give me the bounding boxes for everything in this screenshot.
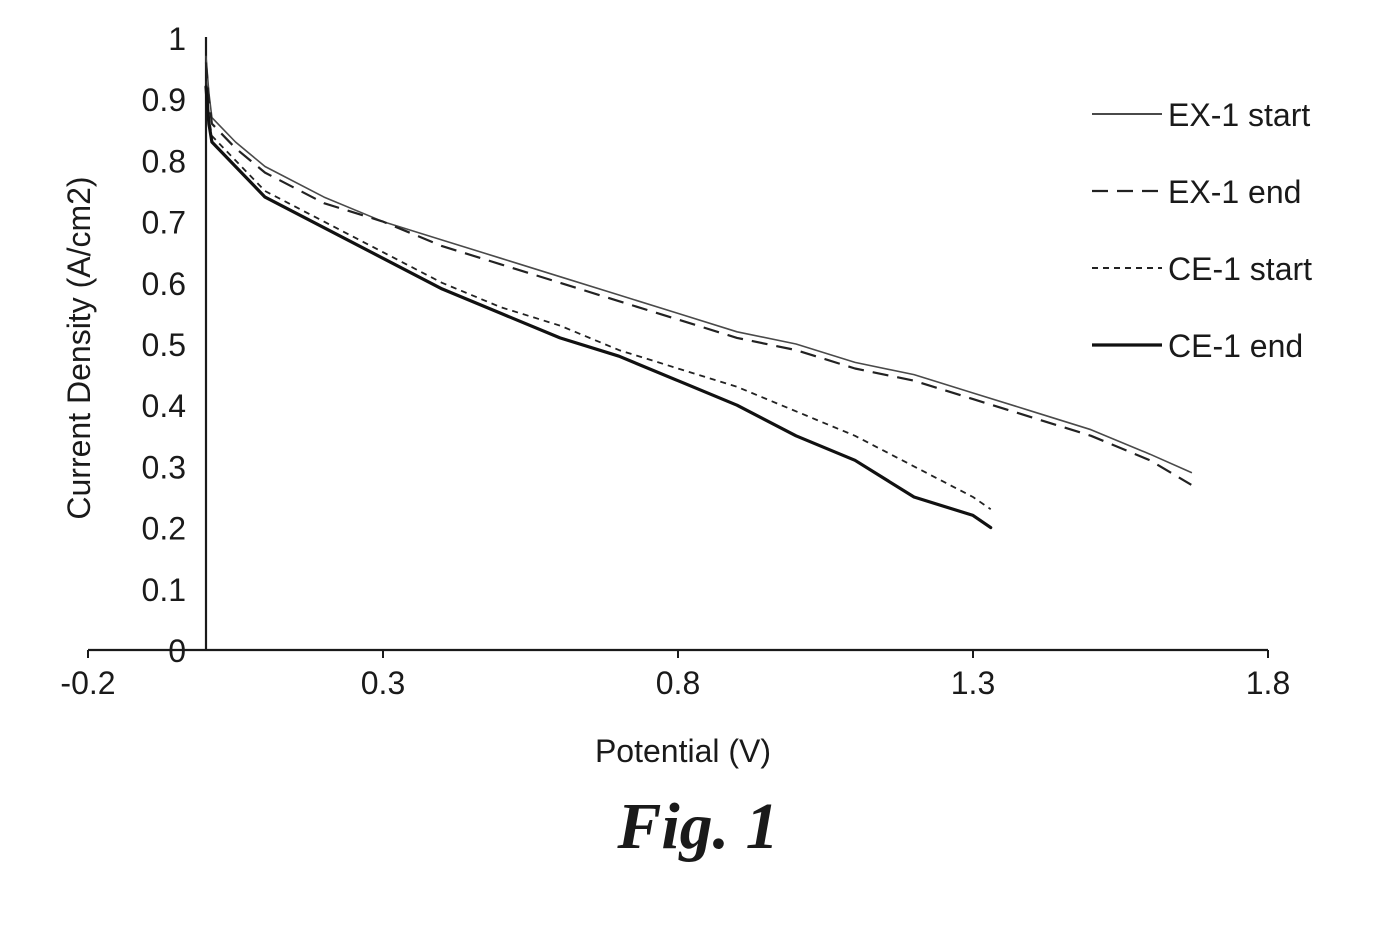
x-tick-label: -0.2 [60, 665, 115, 701]
series-line [206, 63, 1191, 485]
y-tick-label: 1 [168, 21, 186, 57]
legend-label: CE-1 end [1168, 328, 1303, 364]
x-tick-label: 0.8 [656, 665, 700, 701]
y-tick-label: 0.4 [142, 388, 186, 424]
series-lines [206, 56, 1191, 527]
legend-label: EX-1 start [1168, 97, 1310, 133]
figure-caption: Fig. 1 [616, 790, 778, 863]
y-axis-title: Current Density (A/cm2) [61, 176, 97, 519]
legend-item: CE-1 start [1092, 251, 1312, 287]
x-tick-label: 0.3 [361, 665, 405, 701]
y-tick-label: 0.6 [142, 266, 186, 302]
x-axis-title: Potential (V) [595, 733, 771, 769]
legend-label: CE-1 start [1168, 251, 1312, 287]
series-line [206, 56, 1191, 472]
legend-item: EX-1 start [1092, 97, 1310, 133]
y-tick-label: 0.3 [142, 449, 186, 485]
y-tick-label: 0.2 [142, 511, 186, 547]
legend-label: EX-1 end [1168, 174, 1301, 210]
plot-area: 0 0.1 0.2 0.3 0.4 0.5 0.6 0.7 0.8 0.9 1 -0.2 0.3 0.8… [60, 21, 1290, 701]
axes [88, 37, 1268, 650]
legend-item: CE-1 end [1092, 328, 1303, 364]
x-tick-label: 1.8 [1246, 665, 1290, 701]
y-tick-label: 0.1 [142, 572, 186, 608]
y-tick-label: 0.9 [142, 82, 186, 118]
y-tick-label: 0.8 [142, 143, 186, 179]
y-tick-label: 0.7 [142, 205, 186, 241]
x-axis-ticks: -0.2 0.3 0.8 1.3 1.8 [60, 650, 1290, 701]
series-line [206, 87, 991, 528]
legend-item: EX-1 end [1092, 174, 1301, 210]
y-tick-label: 0 [168, 633, 186, 669]
x-tick-label: 1.3 [951, 665, 995, 701]
legend: EX-1 start EX-1 end CE-1 start CE-1 end [1092, 97, 1312, 364]
y-tick-label: 0.5 [142, 327, 186, 363]
y-axis-ticks: 0 0.1 0.2 0.3 0.4 0.5 0.6 0.7 0.8 0.9 1 [142, 21, 186, 669]
